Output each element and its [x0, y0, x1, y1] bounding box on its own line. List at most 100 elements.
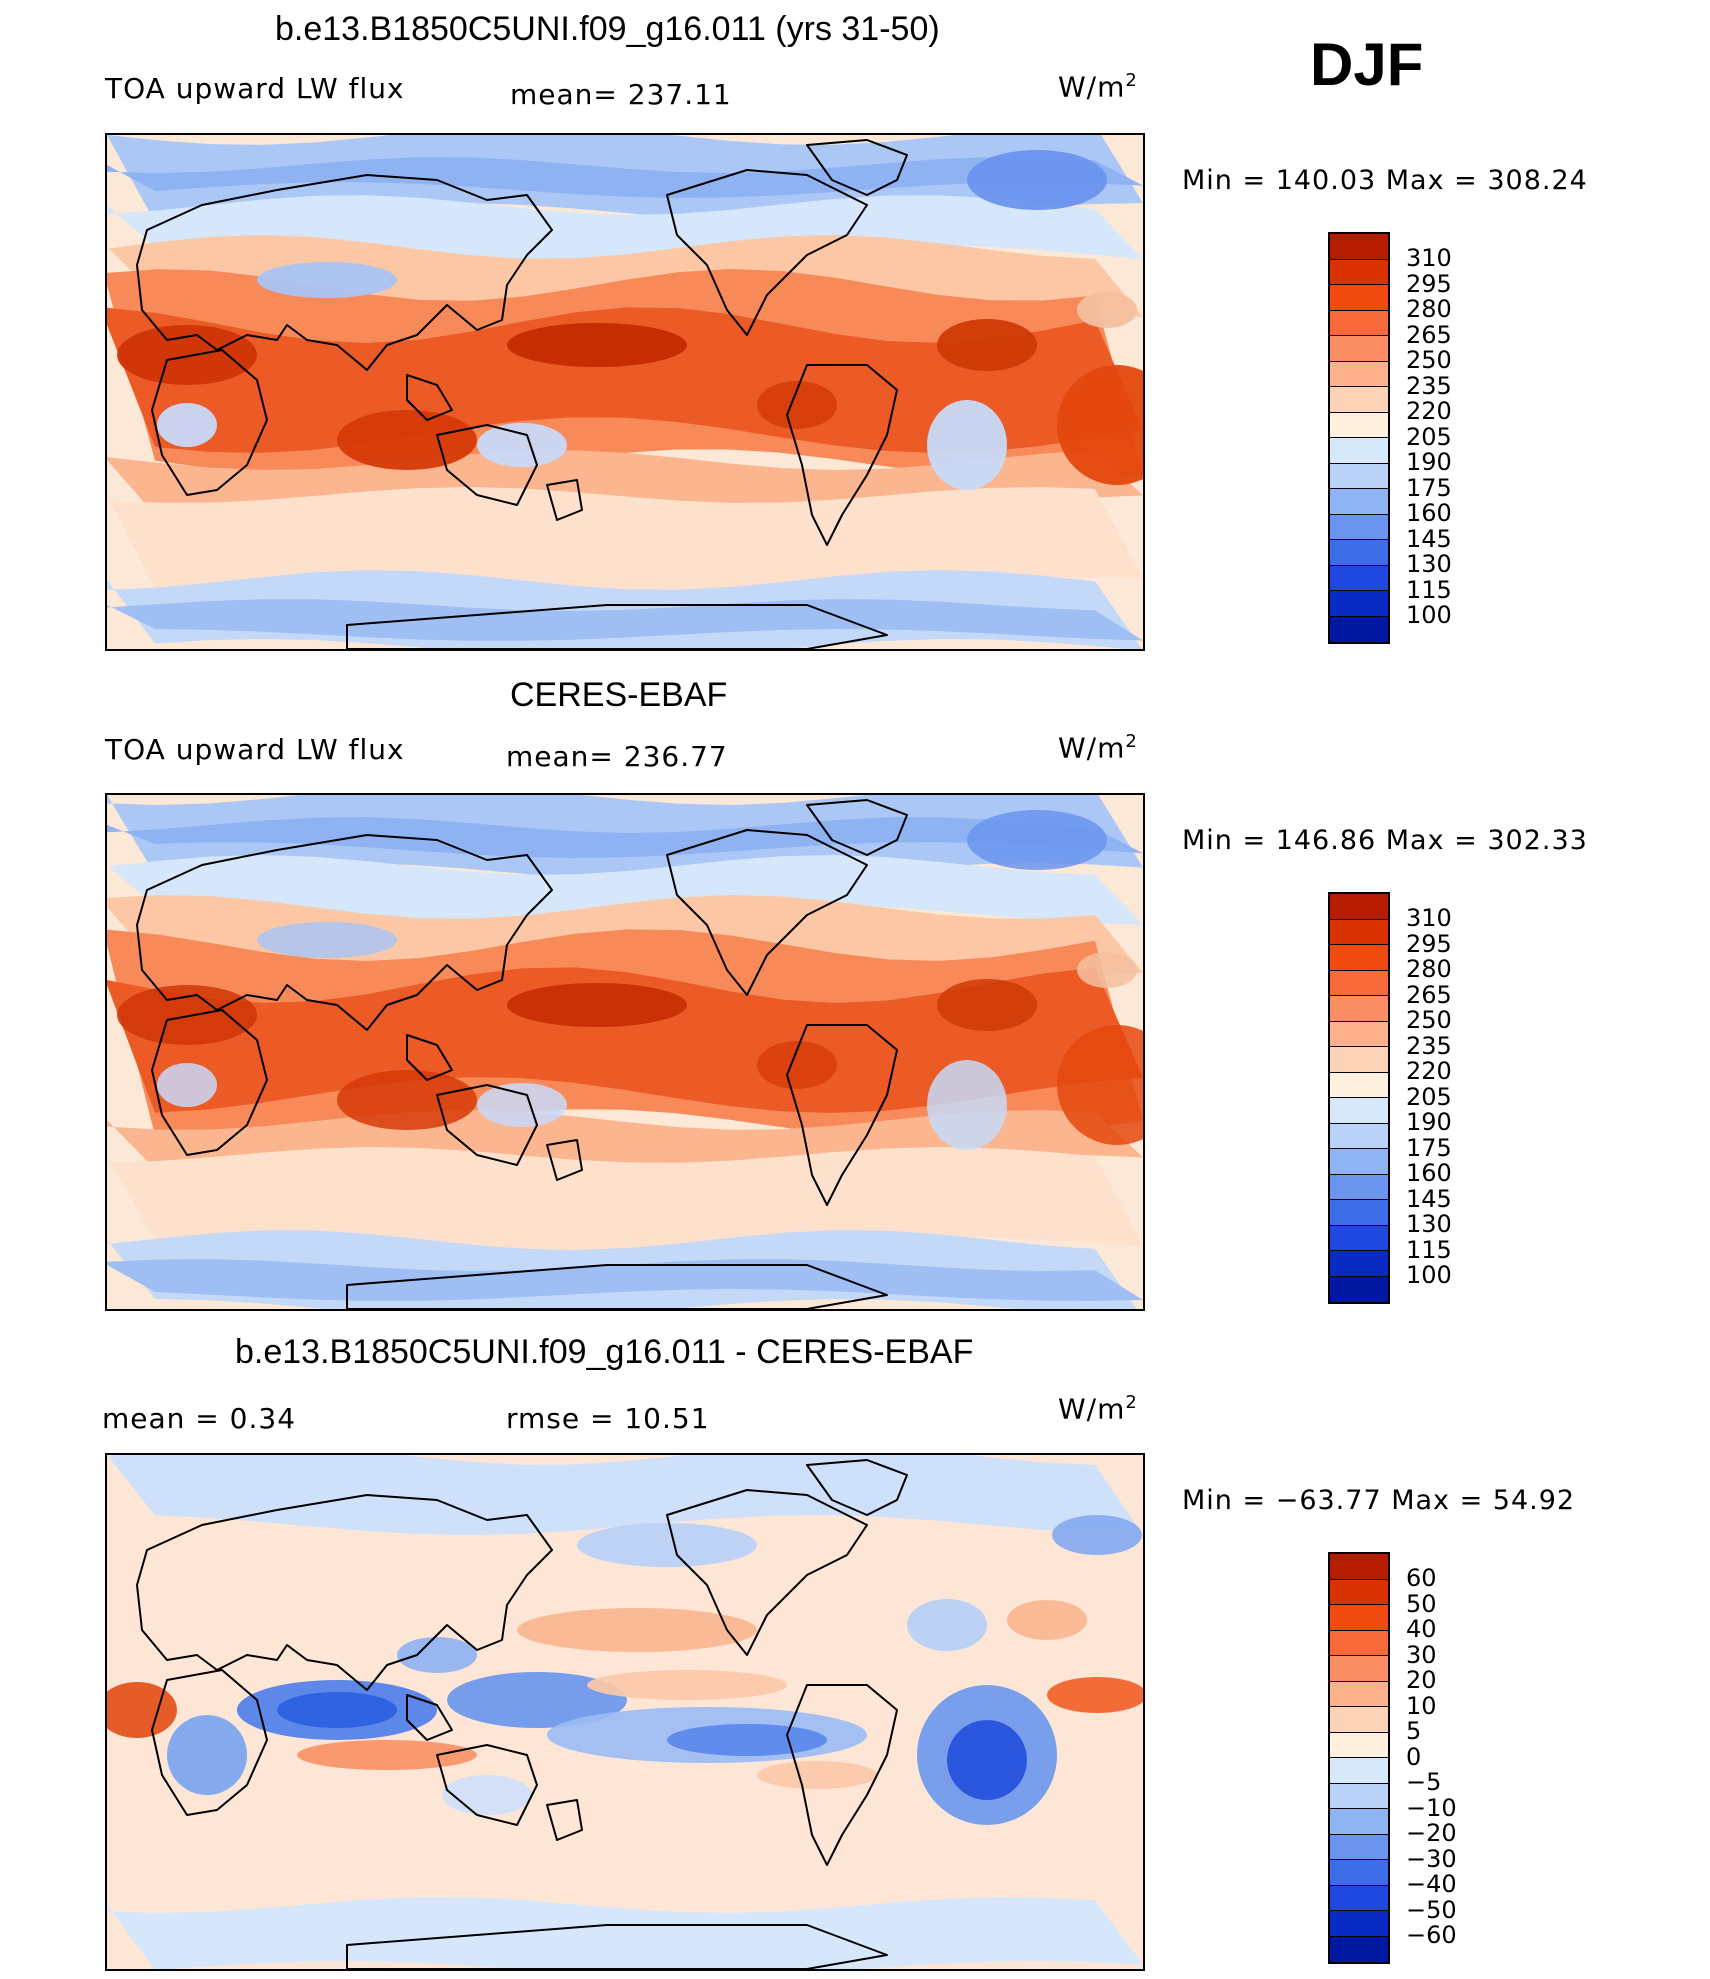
panel-1-min-max: Min = 140.03 Max = 308.24: [1182, 165, 1588, 196]
colorbar-swatch: [1330, 1072, 1388, 1098]
colorbar-swatch: [1330, 336, 1388, 362]
coastline: [436, 1084, 538, 1166]
colorbar-tick-label: −40: [1406, 1870, 1457, 1898]
colorbar-swatch: [1330, 1681, 1388, 1707]
coastline: [546, 479, 583, 521]
coastline: [136, 174, 553, 371]
colorbar-tick-label: 145: [1406, 524, 1452, 553]
panel-3-colorbar-labels: 60 50 40 30 20 10 5 0 −5 −10 −20 −30 −40 −50 −60: [1406, 1565, 1457, 1949]
colorbar-tick-label: 220: [1406, 1057, 1452, 1085]
colorbar-swatch: [1330, 1707, 1388, 1733]
colorbar-tick-label: 205: [1406, 1082, 1452, 1111]
panel-1-colorbar-labels: 310 295 280 265 250 235 220 205 190 175 160 145 130 1…: [1406, 244, 1452, 629]
colorbar-swatch: [1330, 361, 1388, 387]
coastline: [546, 1799, 583, 1841]
panel-2-map-canvas: [107, 795, 1143, 1309]
colorbar-tick-label: 310: [1406, 904, 1452, 932]
colorbar-swatch: [1330, 1911, 1388, 1937]
colorbar-swatch: [1330, 540, 1388, 566]
colorbar-swatch: [1330, 1021, 1388, 1047]
colorbar-swatch: [1330, 1605, 1388, 1631]
colorbar-tick-label: 175: [1406, 1133, 1452, 1162]
panel-1-mean-label: mean= 237.11: [510, 78, 732, 111]
colorbar-tick-label: −20: [1406, 1819, 1457, 1847]
coastline: [406, 1694, 453, 1741]
colorbar-tick-label: 0: [1406, 1742, 1422, 1771]
colorbar-tick-label: 190: [1406, 1108, 1452, 1136]
colorbar-tick-label: 175: [1406, 473, 1452, 502]
colorbar-swatch: [1330, 996, 1388, 1022]
colorbar-swatch: [1330, 1630, 1388, 1656]
colorbar-tick-label: 5: [1406, 1717, 1422, 1745]
colorbar-swatch: [1330, 616, 1388, 642]
panel-3-title: b.e13.B1850C5UNI.f09_g16.011 - CERES-EBA…: [235, 1333, 974, 1371]
colorbar-swatch: [1330, 1834, 1388, 1860]
colorbar-tick-label: 310: [1406, 244, 1452, 272]
coastline: [151, 1669, 268, 1816]
colorbar-swatch: [1330, 1276, 1388, 1302]
coastline: [346, 1264, 888, 1309]
colorbar-swatch: [1330, 463, 1388, 489]
colorbar-tick-label: 30: [1406, 1640, 1437, 1669]
colorbar-swatch: [1330, 1554, 1388, 1580]
colorbar-tick-label: 145: [1406, 1184, 1452, 1213]
colorbar-swatch: [1330, 1174, 1388, 1200]
coastline: [436, 1744, 538, 1826]
colorbar-swatch: [1330, 1936, 1388, 1962]
panel-1-variable-label: TOA upward LW flux: [105, 72, 405, 105]
coastline: [806, 1459, 908, 1516]
panel-2-min-max: Min = 146.86 Max = 302.33: [1182, 825, 1588, 856]
colorbar-swatch: [1330, 412, 1388, 438]
colorbar-swatch: [1330, 285, 1388, 311]
panel-1-map-canvas: [107, 135, 1143, 649]
coastline: [786, 1024, 898, 1206]
colorbar-tick-label: 250: [1406, 1006, 1452, 1034]
panel-3-units: W/m2: [1058, 1392, 1138, 1426]
panel-1-units: W/m2: [1058, 70, 1138, 104]
colorbar-swatch: [1330, 1098, 1388, 1124]
coastline: [151, 1009, 268, 1156]
panel-3-map-canvas: [107, 1455, 1143, 1969]
colorbar-tick-label: 130: [1406, 1210, 1452, 1238]
colorbar-tick-label: 250: [1406, 346, 1452, 374]
colorbar-swatch: [1330, 1809, 1388, 1835]
colorbar-tick-label: 130: [1406, 550, 1452, 578]
colorbar-swatch: [1330, 1860, 1388, 1886]
colorbar-tick-label: 265: [1406, 980, 1452, 1009]
panel-2-colorbar-labels: 310 295 280 265 250 235 220 205 190 175 160 145 130 1…: [1406, 904, 1452, 1289]
colorbar-tick-label: −50: [1406, 1895, 1457, 1924]
colorbar-tick-label: −5: [1406, 1768, 1442, 1796]
colorbar-tick-label: 190: [1406, 448, 1452, 476]
colorbar-swatch: [1330, 919, 1388, 945]
panel-2-colorbar: [1328, 892, 1390, 1304]
colorbar-swatch: [1330, 514, 1388, 540]
colorbar-tick-label: 220: [1406, 397, 1452, 425]
colorbar-tick-label: 160: [1406, 499, 1452, 527]
colorbar-swatch: [1330, 1047, 1388, 1073]
panel-2-variable-label: TOA upward LW flux: [105, 733, 405, 766]
coastline: [666, 1489, 868, 1656]
colorbar-swatch: [1330, 1123, 1388, 1149]
colorbar-swatch: [1330, 1579, 1388, 1605]
colorbar-tick-label: 40: [1406, 1615, 1437, 1643]
colorbar-swatch: [1330, 1200, 1388, 1226]
colorbar-tick-label: 115: [1406, 575, 1452, 604]
coastline: [786, 1684, 898, 1866]
coastline: [806, 799, 908, 856]
coastline: [346, 1924, 888, 1969]
colorbar-tick-label: 265: [1406, 320, 1452, 349]
season-label: DJF: [1310, 31, 1424, 98]
colorbar-tick-label: 115: [1406, 1235, 1452, 1264]
colorbar-swatch: [1330, 1149, 1388, 1175]
colorbar-swatch: [1330, 1656, 1388, 1682]
coastline: [136, 834, 553, 1031]
colorbar-tick-label: −30: [1406, 1844, 1457, 1873]
panel-3-rmse-label: rmse = 10.51: [506, 1402, 710, 1435]
colorbar-swatch: [1330, 234, 1388, 260]
colorbar-swatch: [1330, 894, 1388, 920]
colorbar-tick-label: −10: [1406, 1793, 1457, 1822]
panel-3-mean-label: mean = 0.34: [102, 1402, 297, 1435]
colorbar-swatch: [1330, 1783, 1388, 1809]
panel-1-map: [105, 133, 1145, 651]
panel-2-map: [105, 793, 1145, 1311]
